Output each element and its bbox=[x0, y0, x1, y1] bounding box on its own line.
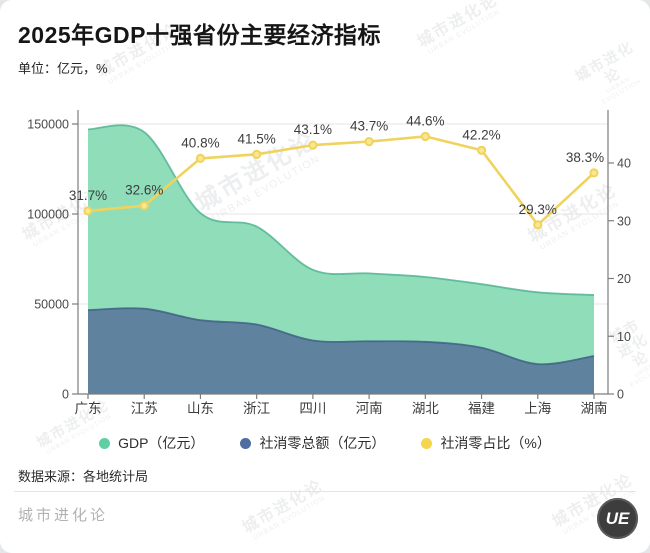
area-series-1 bbox=[87, 307, 595, 394]
legend-item-0[interactable]: GDP（亿元） bbox=[99, 433, 204, 453]
svg-text:河南: 河南 bbox=[356, 401, 383, 416]
unit-label: 单位：亿元，% bbox=[18, 61, 108, 76]
svg-text:10: 10 bbox=[617, 330, 631, 344]
svg-text:40.8%: 40.8% bbox=[181, 135, 219, 150]
legend-swatch-icon bbox=[99, 437, 111, 449]
chart-title: 2025年GDP十强省份主要经济指标 bbox=[18, 22, 382, 48]
svg-text:41.5%: 41.5% bbox=[238, 131, 276, 146]
legend-label: 社消零总额（亿元） bbox=[259, 435, 386, 451]
svg-text:20: 20 bbox=[617, 272, 631, 286]
svg-text:100000: 100000 bbox=[27, 208, 69, 222]
svg-text:福建: 福建 bbox=[468, 401, 495, 416]
legend-swatch-icon bbox=[421, 437, 433, 449]
chart-area: 0 50000 100000 150000 0 10 20 30 40 广东 江苏 山东 浙江 四川 河南 湖… bbox=[0, 88, 650, 428]
svg-text:0: 0 bbox=[62, 388, 69, 402]
svg-text:31.7%: 31.7% bbox=[69, 188, 107, 203]
legend-label: GDP（亿元） bbox=[118, 435, 205, 451]
brand-name: 城市进化论 bbox=[18, 507, 109, 524]
svg-text:湖南: 湖南 bbox=[581, 401, 608, 416]
svg-text:四川: 四川 bbox=[299, 401, 326, 416]
svg-text:29.3%: 29.3% bbox=[519, 202, 557, 217]
ratio-line-series: 31.7% 32.6% 40.8% 41.5% 43.1% 43.7% 44.6% 42.2%… bbox=[69, 113, 604, 230]
svg-text:0: 0 bbox=[617, 388, 624, 402]
svg-text:150000: 150000 bbox=[27, 118, 69, 132]
svg-text:42.2%: 42.2% bbox=[462, 127, 500, 142]
svg-text:43.7%: 43.7% bbox=[350, 119, 388, 134]
brand-logo-icon: UE bbox=[597, 498, 638, 539]
axes: 0 50000 100000 150000 0 10 20 30 40 广东 江苏 山东 浙江 四川 河南 湖… bbox=[27, 110, 631, 416]
svg-text:湖北: 湖北 bbox=[412, 401, 439, 416]
legend-swatch-icon bbox=[240, 437, 252, 449]
chart-legend: GDP（亿元） 社消零总额（亿元） 社消零占比（%） bbox=[0, 433, 650, 453]
svg-text:44.6%: 44.6% bbox=[406, 113, 444, 128]
footer-divider bbox=[14, 491, 636, 492]
svg-text:50000: 50000 bbox=[34, 298, 69, 312]
data-source-label: 数据来源：各地统计局 bbox=[18, 469, 149, 484]
combo-chart: 0 50000 100000 150000 0 10 20 30 40 广东 江苏 山东 浙江 四川 河南 湖… bbox=[27, 110, 631, 416]
svg-text:43.1%: 43.1% bbox=[294, 122, 332, 137]
svg-text:30: 30 bbox=[617, 214, 631, 228]
legend-item-2[interactable]: 社消零占比（%） bbox=[421, 433, 551, 453]
svg-text:40: 40 bbox=[617, 157, 631, 171]
svg-text:山东: 山东 bbox=[187, 401, 214, 416]
svg-text:江苏: 江苏 bbox=[131, 401, 158, 416]
legend-item-1[interactable]: 社消零总额（亿元） bbox=[240, 433, 385, 453]
svg-text:上海: 上海 bbox=[524, 401, 551, 416]
svg-text:广东: 广东 bbox=[75, 401, 102, 416]
svg-text:32.6%: 32.6% bbox=[125, 183, 163, 198]
svg-text:38.3%: 38.3% bbox=[566, 150, 604, 165]
legend-label: 社消零占比（%） bbox=[440, 435, 551, 451]
svg-text:浙江: 浙江 bbox=[243, 401, 270, 416]
